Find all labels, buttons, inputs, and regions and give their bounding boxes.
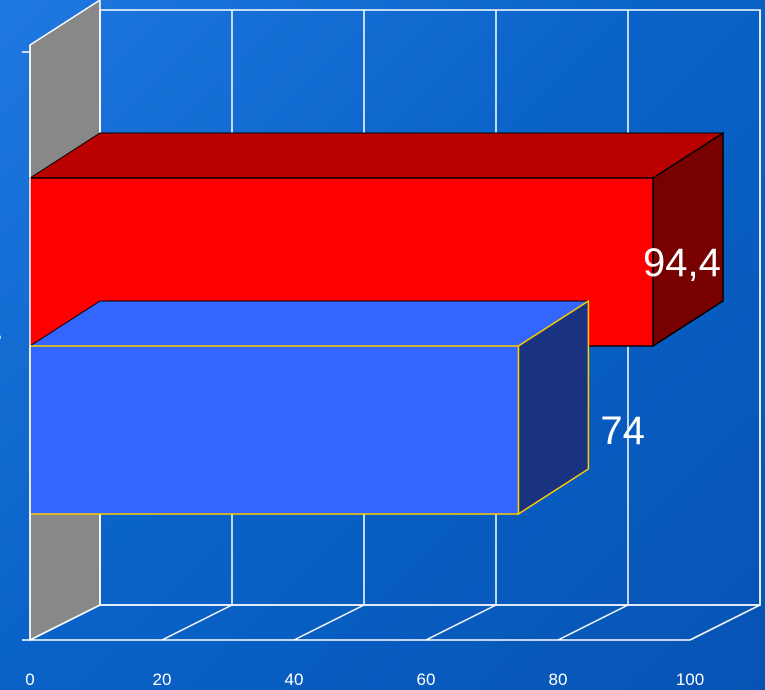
bars bbox=[28, 131, 725, 516]
bar-1-front bbox=[29, 345, 520, 515]
data-label-1: 74 bbox=[600, 409, 645, 453]
data-label-0: 94,4 bbox=[643, 241, 721, 285]
x-tick-label-3: 60 bbox=[417, 670, 436, 689]
floor-gridline-2 bbox=[293, 604, 365, 641]
x-tick-label-2: 40 bbox=[285, 670, 304, 689]
floor bbox=[29, 604, 761, 641]
x-axis: 0 20 40 60 80 100 bbox=[22, 45, 704, 689]
data-labels: 94,4 74 bbox=[600, 241, 720, 453]
x-tick-label-1: 20 bbox=[153, 670, 172, 689]
x-tick-label-4: 80 bbox=[549, 670, 568, 689]
bar-1-top bbox=[28, 300, 591, 347]
bar-1 bbox=[28, 299, 591, 516]
bar-0-top bbox=[28, 132, 725, 179]
cropped-category-labels: ri bbox=[0, 322, 1, 366]
category-label-0: r bbox=[0, 322, 1, 366]
floor-gridline-0 bbox=[29, 604, 101, 641]
floor-gridline-4 bbox=[557, 604, 629, 641]
x-tick-label-5: 100 bbox=[676, 670, 704, 689]
floor-gridline-1 bbox=[161, 604, 233, 641]
floor-gridline-3 bbox=[425, 604, 497, 641]
x-tick-label-0: 0 bbox=[25, 670, 34, 689]
floor-gridline-5 bbox=[689, 604, 761, 641]
